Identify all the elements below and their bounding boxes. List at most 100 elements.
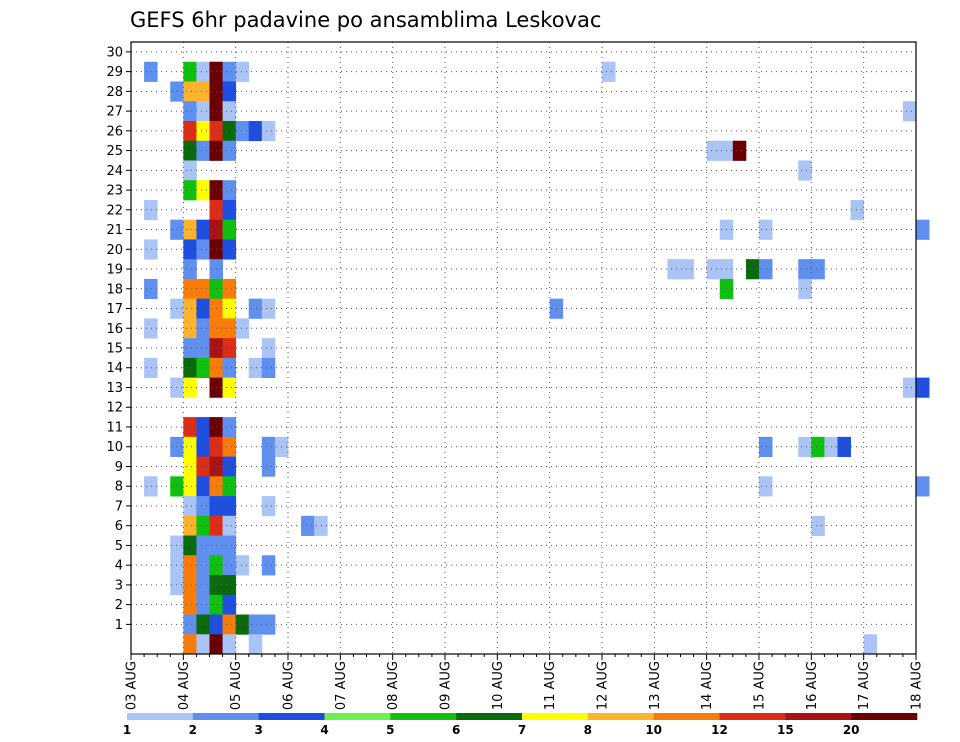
x-tick-label: 18 AUG (910, 661, 925, 710)
x-tick-label: 08 AUG (386, 661, 401, 710)
y-tick-label: 5 (115, 539, 123, 554)
chart-title: GEFS 6hr padavine po ansamblima Leskovac (130, 8, 601, 32)
heat-cell (183, 496, 197, 517)
colorbar-swatch (719, 713, 786, 720)
heat-cell (759, 436, 773, 457)
y-tick-label: 9 (115, 460, 123, 475)
heat-cell (916, 476, 930, 497)
heat-cell (916, 219, 930, 240)
y-tick-label: 23 (106, 184, 123, 199)
y-tick-label: 25 (106, 144, 123, 159)
colorbar-swatch (522, 713, 589, 720)
x-tick-label: 05 AUG (229, 661, 244, 710)
heat-cell (811, 515, 825, 536)
heat-cell (222, 180, 237, 201)
x-tick-label: 11 AUG (543, 661, 558, 710)
heat-cell (261, 298, 276, 319)
y-tick-label: 16 (106, 322, 123, 337)
heat-cell (811, 259, 825, 280)
y-tick-label: 30 (106, 45, 123, 60)
heat-cell (144, 239, 158, 260)
y-tick-label: 2 (115, 598, 123, 613)
y-tick-label: 26 (106, 124, 123, 139)
y-tick-label: 12 (106, 401, 123, 416)
heat-cell (222, 515, 237, 536)
heat-cell (196, 496, 210, 517)
heat-cell (209, 634, 223, 655)
heat-cell (196, 515, 210, 536)
heat-cell (222, 140, 237, 161)
heat-cell (222, 101, 237, 122)
heat-cell (183, 634, 197, 655)
y-tick-label: 20 (106, 243, 123, 258)
heat-cell (144, 476, 158, 497)
heat-cell (798, 436, 812, 457)
heat-cell (248, 634, 263, 655)
colorbar-swatch (456, 713, 523, 720)
y-tick-label: 18 (106, 282, 123, 297)
heat-cell (222, 81, 237, 102)
heat-cell (261, 555, 276, 576)
heat-cell (222, 199, 237, 221)
heat-cell (183, 160, 197, 181)
colorbar-label: 20 (843, 723, 860, 737)
y-tick-label: 17 (106, 302, 123, 317)
colorbar-label: 4 (320, 723, 328, 737)
heat-cell (222, 120, 237, 142)
x-tick-label: 16 AUG (805, 661, 820, 710)
colorbar-swatch (324, 713, 391, 720)
heat-cell (602, 61, 616, 82)
heat-cell (222, 555, 237, 576)
heat-cell (183, 61, 197, 82)
y-tick-label: 6 (115, 519, 123, 534)
heat-cell (706, 259, 721, 280)
heat-cell (811, 436, 825, 457)
heat-cell (196, 239, 210, 260)
heat-cell (261, 496, 276, 517)
y-tick-label: 28 (106, 85, 123, 100)
heat-cell (183, 180, 197, 201)
heat-cell (222, 219, 237, 240)
y-tick-label: 4 (115, 559, 123, 574)
heat-cell (706, 140, 721, 161)
heat-cell (183, 298, 197, 319)
heat-cell (183, 101, 197, 122)
heat-cell (732, 140, 747, 161)
heat-cell (183, 239, 197, 260)
x-tick-label: 04 AUG (177, 661, 192, 710)
heat-cell (196, 140, 210, 161)
heat-cell (798, 278, 812, 300)
heat-cell (183, 377, 197, 398)
colorbar-label: 5 (386, 723, 394, 737)
heat-cell (183, 81, 197, 102)
heat-cell (261, 436, 276, 457)
heat-cell (196, 614, 210, 635)
heat-cell (183, 535, 197, 556)
heat-cell (196, 476, 210, 497)
heat-cell (196, 417, 210, 438)
heat-cell (183, 120, 197, 142)
y-tick-label: 8 (115, 480, 123, 495)
heat-cell (183, 594, 197, 615)
heat-cell (196, 81, 210, 102)
y-tick-label: 19 (106, 263, 123, 278)
heat-cell (798, 259, 812, 280)
colorbar-label: 8 (584, 723, 592, 737)
heat-cell (196, 634, 210, 655)
x-tick-label: 15 AUG (753, 661, 768, 710)
heat-cell (196, 555, 210, 576)
x-tick-label: 09 AUG (439, 661, 454, 710)
x-tick-label: 10 AUG (491, 661, 506, 710)
colorbar-label: 6 (452, 723, 460, 737)
heat-cell (222, 634, 237, 655)
heat-cell (261, 120, 276, 142)
heat-cell (222, 318, 237, 339)
heat-cell (196, 298, 210, 319)
heat-cell (196, 318, 210, 339)
heatmap-cells (144, 61, 930, 655)
y-tick-label: 7 (115, 499, 123, 514)
colorbar-swatch (390, 713, 457, 720)
y-tick-label: 13 (106, 381, 123, 396)
heat-cell (222, 575, 237, 596)
colorbar-label: 15 (777, 723, 794, 737)
